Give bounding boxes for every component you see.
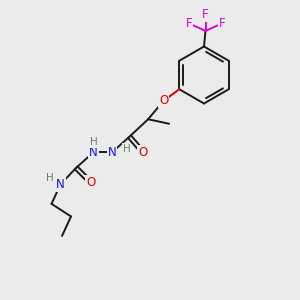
- Text: F: F: [186, 17, 192, 30]
- Text: N: N: [56, 178, 65, 191]
- Text: F: F: [219, 17, 225, 30]
- Text: F: F: [202, 8, 209, 21]
- Text: O: O: [86, 176, 95, 189]
- Text: N: N: [108, 146, 116, 159]
- Text: H: H: [46, 173, 54, 183]
- Text: O: O: [138, 146, 148, 159]
- Text: N: N: [89, 146, 98, 159]
- Text: H: H: [123, 144, 130, 154]
- Text: O: O: [159, 94, 168, 107]
- Text: H: H: [90, 137, 98, 147]
